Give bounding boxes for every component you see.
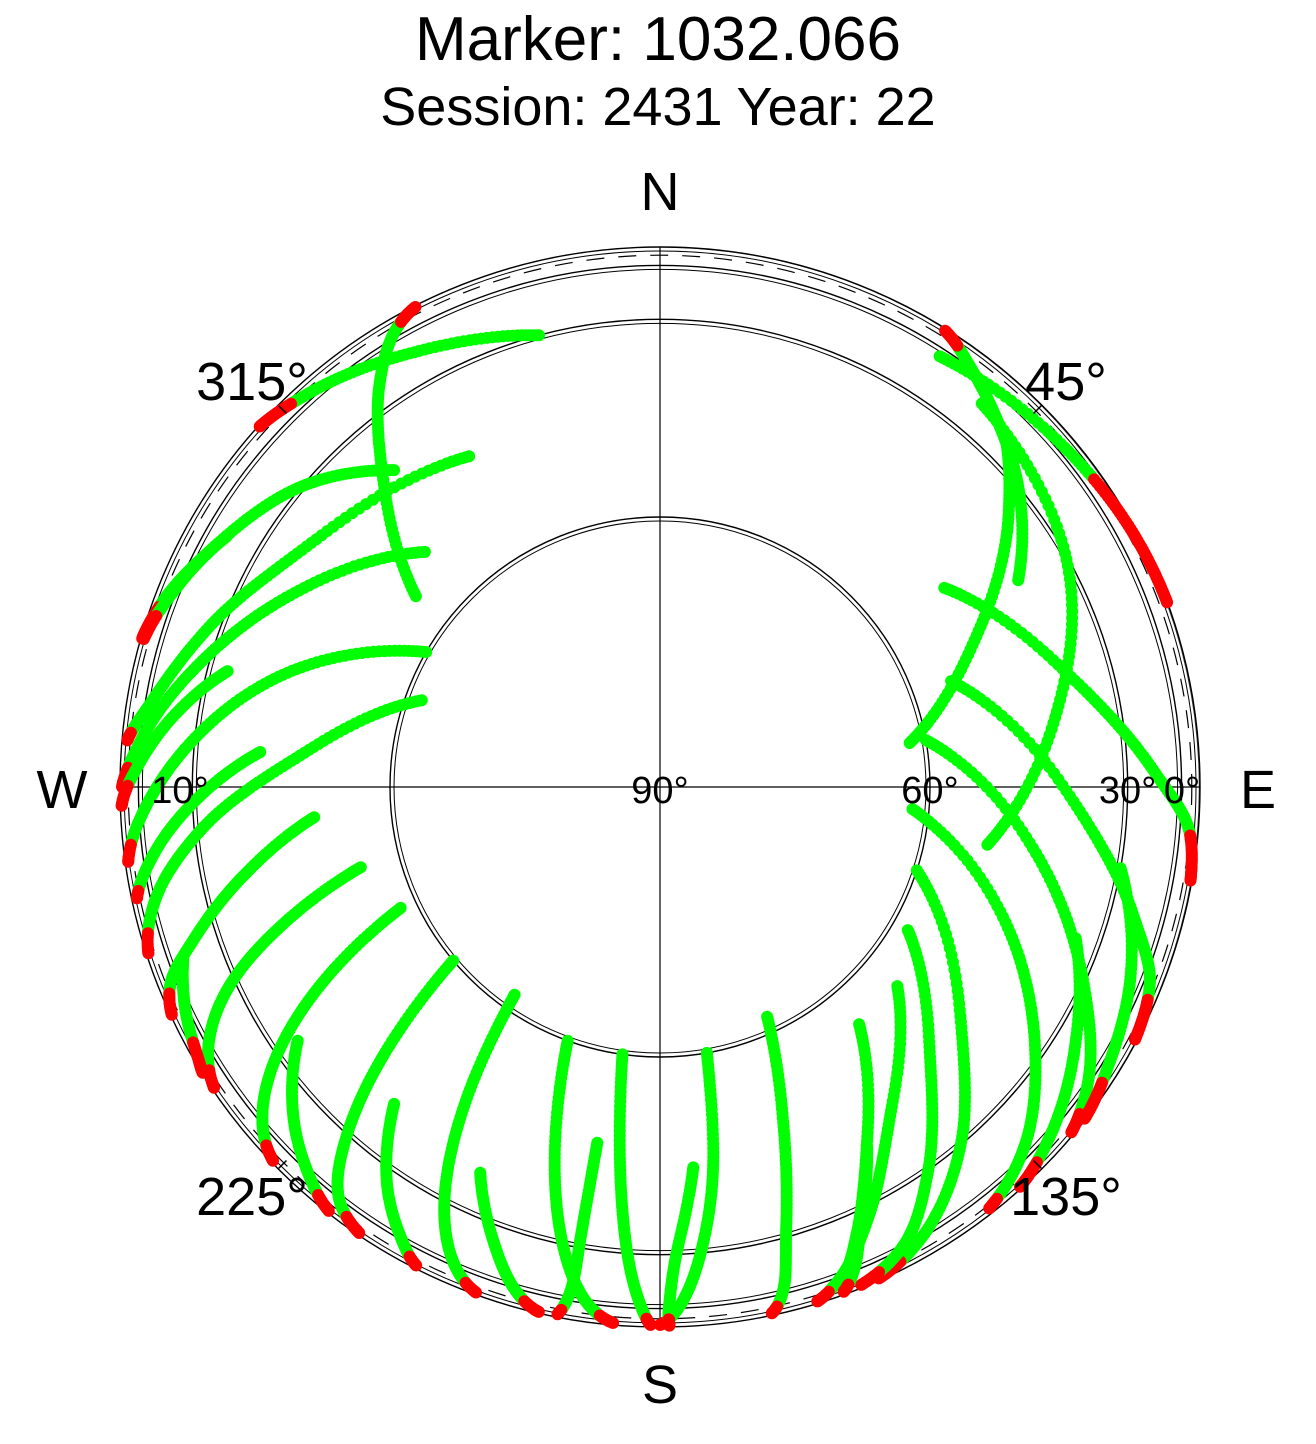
rejected-point xyxy=(1184,874,1197,887)
track-38 xyxy=(1078,862,1138,1125)
track-26 xyxy=(855,924,939,1291)
rejected-point xyxy=(607,1316,620,1329)
track-32 xyxy=(837,1139,874,1298)
rejected-point xyxy=(353,1227,366,1239)
rejected-point xyxy=(410,1259,423,1272)
tick-135 xyxy=(1032,1159,1042,1169)
rejected-point xyxy=(115,799,128,812)
rejected-point xyxy=(532,1305,545,1318)
rejected-point xyxy=(1014,1180,1026,1193)
rejected-point xyxy=(122,855,135,868)
rejected-point xyxy=(253,420,266,433)
rejected-point xyxy=(1078,1112,1091,1125)
rejected-point xyxy=(142,947,155,960)
azimuth-label-135: 135° xyxy=(1010,1167,1122,1227)
track-21 xyxy=(331,954,460,1239)
rejected-point xyxy=(983,1202,996,1215)
rejected-point xyxy=(1161,596,1174,609)
rejected-point xyxy=(1129,1033,1141,1046)
rejected-point xyxy=(130,892,143,905)
track-6 xyxy=(141,694,428,960)
track-1 xyxy=(136,464,401,645)
track-23 xyxy=(202,861,367,1094)
track-10 xyxy=(933,350,1174,609)
track-19 xyxy=(761,1010,793,1320)
track-8 xyxy=(903,434,1016,749)
rejected-point xyxy=(939,324,952,337)
compass-east: E xyxy=(1240,760,1276,820)
tick-315 xyxy=(278,405,288,415)
track-34 xyxy=(551,1136,604,1321)
tick-225 xyxy=(278,1159,288,1169)
track-33 xyxy=(662,1161,700,1332)
azimuth-label-45: 45° xyxy=(1025,352,1107,412)
track-36 xyxy=(115,665,234,812)
rejected-point xyxy=(1065,1126,1078,1139)
rejected-point xyxy=(663,1319,676,1332)
rejected-point xyxy=(470,1286,482,1299)
track-3 xyxy=(253,329,545,433)
rejected-point xyxy=(208,1081,220,1094)
track-37 xyxy=(137,530,233,645)
elevation-label-10: 10° xyxy=(151,770,208,812)
track-30 xyxy=(286,1034,335,1217)
elevation-label-90: 90° xyxy=(631,770,688,812)
rejected-point xyxy=(765,1307,778,1320)
rejected-point xyxy=(644,1318,657,1331)
chart-subtitle: Session: 2431 Year: 22 xyxy=(380,77,936,137)
accepted-point xyxy=(981,838,994,851)
rejected-point xyxy=(322,1204,335,1217)
elevation-label-30: 30° xyxy=(1099,770,1156,812)
compass-west: W xyxy=(37,760,88,820)
rejected-point xyxy=(409,301,422,313)
track-18 xyxy=(548,1034,620,1329)
rejected-point xyxy=(137,633,150,645)
track-22 xyxy=(256,901,407,1167)
tick-45 xyxy=(1032,405,1042,415)
track-35 xyxy=(176,954,209,1079)
rejected-point xyxy=(551,1308,564,1321)
track-20 xyxy=(438,988,521,1299)
track-31 xyxy=(474,1166,545,1318)
track-29 xyxy=(380,1097,423,1272)
track-5 xyxy=(122,644,433,868)
axes-crosshair xyxy=(120,247,1200,1327)
azimuth-label-315: 315° xyxy=(196,352,308,412)
azimuth-ticks xyxy=(278,405,1042,1169)
azimuth-label-225: 225° xyxy=(196,1167,308,1227)
rejected-point xyxy=(837,1285,850,1298)
rejected-point xyxy=(121,734,134,747)
chart-title: Marker: 1032.066 xyxy=(415,5,901,74)
track-2 xyxy=(121,450,476,747)
compass-south: S xyxy=(642,1355,678,1415)
rejected-point xyxy=(267,1154,279,1167)
track-14 xyxy=(906,803,1042,1215)
accepted-point xyxy=(903,737,916,749)
track-11 xyxy=(938,581,1198,887)
track-17 xyxy=(613,1048,657,1331)
rejected-point xyxy=(811,1295,824,1308)
labels: N S E W 45° 135° 225° 315° 0°30° 60° 90° 10° xyxy=(37,162,1277,1415)
track-25 xyxy=(130,746,267,905)
rejected-point xyxy=(165,1008,178,1021)
rejected-point xyxy=(196,1066,209,1079)
track-12 xyxy=(945,675,1156,1046)
track-4 xyxy=(116,545,431,793)
elevation-label-60: 60° xyxy=(901,770,958,812)
compass-north: N xyxy=(641,162,680,222)
rejected-point xyxy=(855,1278,868,1291)
elevation-label-0: 0° xyxy=(1164,770,1200,812)
track-39 xyxy=(1014,932,1086,1193)
observation-tracks xyxy=(115,301,1198,1332)
